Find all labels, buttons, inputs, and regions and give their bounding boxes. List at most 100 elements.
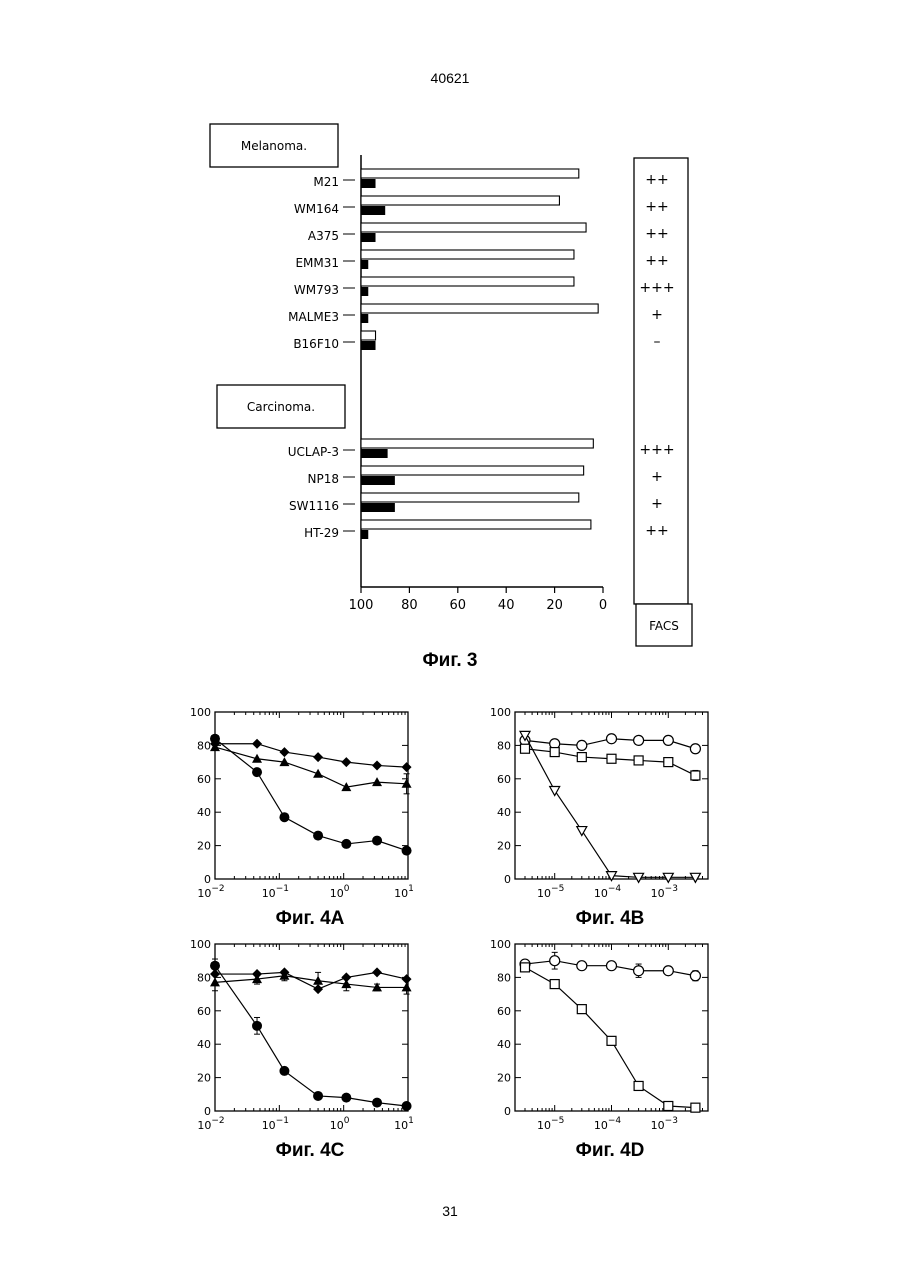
fig4d-y-tick-label: 0 bbox=[504, 1105, 511, 1118]
fig3-bar-filled bbox=[361, 314, 368, 323]
fig3-bar-open bbox=[361, 196, 559, 205]
fig3-bar-open bbox=[361, 466, 584, 475]
fig4b-point-open-circle bbox=[607, 734, 617, 744]
fig4d-x-tick-label: 10−5 bbox=[537, 1116, 564, 1132]
fig4b-point-open-circle bbox=[690, 744, 700, 754]
fig4a-point-filled-circle bbox=[341, 839, 351, 849]
fig3-facs-value: – bbox=[654, 334, 661, 350]
fig4b-y-tick-label: 20 bbox=[497, 840, 511, 853]
fig4a-y-tick-label: 40 bbox=[197, 806, 211, 819]
fig3-bar-open bbox=[361, 439, 593, 448]
fig4b-y-tick-label: 60 bbox=[497, 773, 511, 786]
fig4b-point-open-square bbox=[607, 754, 616, 763]
fig4a-x-tick-label: 10−2 bbox=[197, 884, 224, 900]
fig4c-point-filled-circle bbox=[313, 1091, 323, 1101]
fig4d-y-tick-label: 60 bbox=[497, 1005, 511, 1018]
fig4b-point-open-triangle-down bbox=[550, 786, 560, 795]
fig3-facs-value: +++ bbox=[639, 280, 674, 296]
fig4d-point-open-square bbox=[550, 980, 559, 989]
fig4b-x-tick-label: 10−4 bbox=[594, 884, 622, 900]
fig4a-point-filled-diamond bbox=[313, 752, 323, 762]
fig3-x-tick-label: 80 bbox=[401, 598, 418, 613]
fig4b-point-open-circle bbox=[663, 735, 673, 745]
fig4a-point-filled-circle bbox=[313, 831, 323, 841]
fig3-facs-value: ++ bbox=[645, 523, 668, 539]
fig3-category-label: SW1116 bbox=[289, 499, 339, 513]
fig4a-point-filled-triangle bbox=[372, 777, 382, 786]
fig4b-y-tick-label: 0 bbox=[504, 873, 511, 886]
fig4d-point-open-square bbox=[521, 963, 530, 972]
fig4d-point-open-circle bbox=[690, 971, 700, 981]
fig4a-point-filled-circle bbox=[279, 812, 289, 822]
fig4b-y-tick-label: 80 bbox=[497, 739, 511, 752]
fig4b-point-open-square bbox=[634, 756, 643, 765]
fig4b-chart: 02040608010010−510−410−3 bbox=[470, 700, 740, 910]
fig4d-point-open-circle bbox=[607, 961, 617, 971]
fig3-facs-value: ++ bbox=[645, 226, 668, 242]
fig4a-x-tick-label: 10−1 bbox=[262, 884, 289, 900]
fig4d-x-tick-label: 10−4 bbox=[594, 1116, 622, 1132]
fig3-bar-filled bbox=[361, 206, 385, 215]
fig4a-y-tick-label: 100 bbox=[190, 706, 211, 719]
fig4b-point-open-square bbox=[550, 748, 559, 757]
fig3-category-label: UCLAP-3 bbox=[288, 445, 339, 459]
fig3-category-label: A375 bbox=[308, 229, 339, 243]
fig4c-point-filled-circle bbox=[402, 1101, 412, 1111]
fig4c-y-tick-label: 0 bbox=[204, 1105, 211, 1118]
fig4a-point-filled-diamond bbox=[279, 747, 289, 757]
fig3-category-label: B16F10 bbox=[293, 337, 339, 351]
fig4b-y-tick-label: 100 bbox=[490, 706, 511, 719]
fig4c-point-filled-circle bbox=[252, 1021, 262, 1031]
fig4a-plot-frame bbox=[215, 712, 408, 879]
fig4a-caption: Фиг. 4А bbox=[210, 908, 410, 930]
fig3-category-label: WM164 bbox=[294, 202, 339, 216]
fig4c-point-filled-circle bbox=[341, 1093, 351, 1103]
fig3-x-tick-label: 0 bbox=[599, 598, 607, 613]
fig3-category-label: HT-29 bbox=[304, 526, 339, 540]
fig3-bar-open bbox=[361, 223, 586, 232]
fig4b-point-open-circle bbox=[634, 735, 644, 745]
fig4b-x-tick-label: 10−3 bbox=[651, 884, 678, 900]
fig3-facs-value: + bbox=[651, 307, 663, 323]
fig4a-y-tick-label: 0 bbox=[204, 873, 211, 886]
fig4d-x-tick-label: 10−3 bbox=[651, 1116, 678, 1132]
fig4a-y-tick-label: 20 bbox=[197, 840, 211, 853]
fig4a-point-filled-diamond bbox=[402, 762, 412, 772]
fig4b-y-tick-label: 40 bbox=[497, 806, 511, 819]
fig4d-point-open-square bbox=[607, 1036, 616, 1045]
fig4a-point-filled-triangle bbox=[313, 769, 323, 778]
fig4c-y-tick-label: 40 bbox=[197, 1038, 211, 1051]
fig4c-x-tick-label: 10−1 bbox=[262, 1116, 289, 1132]
fig4c-plot-frame bbox=[215, 944, 408, 1111]
fig3-bar-open bbox=[361, 250, 574, 259]
fig3-category-label: M21 bbox=[313, 175, 339, 189]
fig3-group-label: Carcinoma. bbox=[247, 400, 315, 414]
fig4b-point-open-circle bbox=[577, 740, 587, 750]
fig3-bar-open bbox=[361, 304, 598, 313]
fig4d-point-open-square bbox=[664, 1101, 673, 1110]
fig4b-point-open-square bbox=[521, 744, 530, 753]
fig3-facs-value: ++ bbox=[645, 199, 668, 215]
fig4d-caption: Фиг. 4D bbox=[510, 1140, 710, 1162]
fig4d-y-tick-label: 40 bbox=[497, 1038, 511, 1051]
fig4d-point-open-square bbox=[577, 1005, 586, 1014]
fig3-x-tick-label: 20 bbox=[546, 598, 563, 613]
fig4a-y-tick-label: 60 bbox=[197, 773, 211, 786]
fig4d-point-open-circle bbox=[577, 961, 587, 971]
fig4b-point-open-square bbox=[691, 771, 700, 780]
fig4a-y-tick-label: 80 bbox=[197, 739, 211, 752]
fig4a-point-filled-diamond bbox=[372, 760, 382, 770]
fig3-bar-open bbox=[361, 520, 591, 529]
fig3-x-tick-label: 40 bbox=[498, 598, 515, 613]
fig3-facs-value: +++ bbox=[639, 442, 674, 458]
fig4d-y-tick-label: 80 bbox=[497, 971, 511, 984]
page-header-number: 40621 bbox=[0, 70, 900, 86]
fig4c-point-filled-circle bbox=[279, 1066, 289, 1076]
page-number: 31 bbox=[0, 1203, 900, 1219]
fig4d-point-open-circle bbox=[550, 956, 560, 966]
fig3-x-tick-label: 60 bbox=[450, 598, 467, 613]
fig4d-point-open-circle bbox=[663, 966, 673, 976]
fig3-caption: Фиг. 3 bbox=[350, 650, 550, 672]
fig4b-caption: Фиг. 4В bbox=[510, 908, 710, 930]
fig3-bar-filled bbox=[361, 341, 376, 350]
